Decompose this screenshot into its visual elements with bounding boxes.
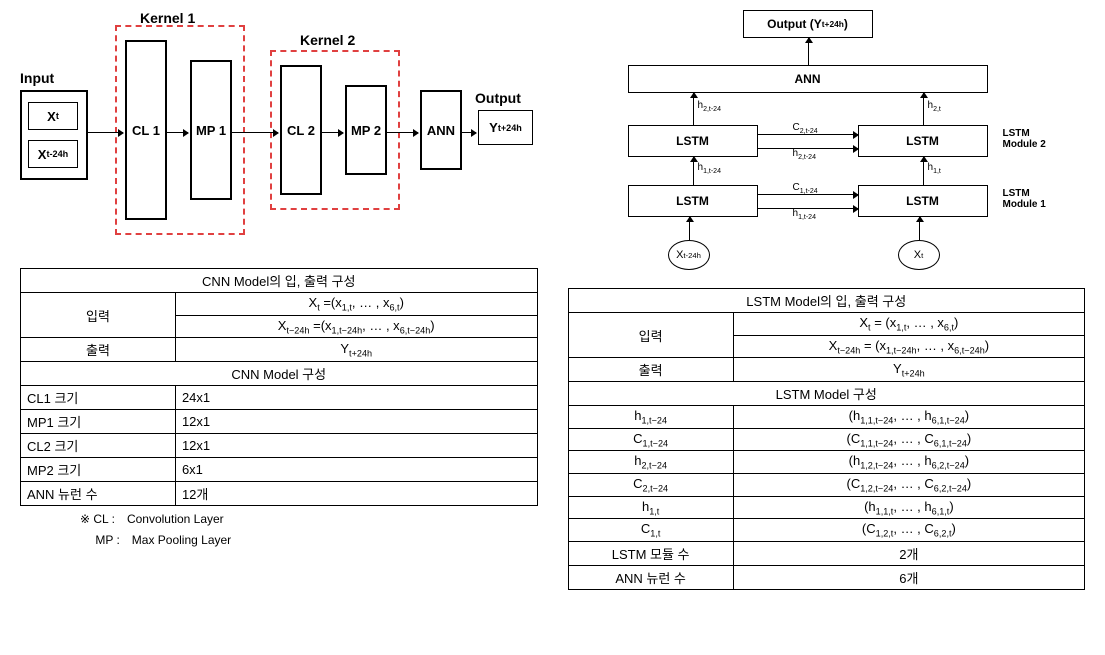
cnn-table-title1: CNN Model의 입, 출력 구성 [21,269,538,293]
table-row-label: MP2 크기 [21,458,176,482]
lstm-ann: ANN [628,65,988,93]
lstm-xt24: Xt-24h [668,240,710,270]
table-row-value: 12x1 [175,410,537,434]
table-row-value: 12x1 [175,434,537,458]
table-row-value: 6개 [733,565,1084,589]
c2t24-label: C2,t-24 [793,122,818,135]
table-row-value: (h1,1,t, … , h6,1,t) [733,496,1084,519]
table-row-label: h1,t−24 [568,406,733,429]
table-row-label: LSTM 모듈 수 [568,541,733,565]
cl1-block: CL 1 [125,40,167,220]
kernel1-label: Kernel 1 [140,10,195,26]
lstm-mod2-label: LSTMModule 2 [1003,128,1046,150]
lstm-mod1-label: LSTMModule 1 [1003,188,1046,210]
cnn-output-val: Yt+24h [175,338,537,362]
table-row-value: 24x1 [175,386,537,410]
cnn-diagram: Input Xt Xt-24h Kernel 1 CL 1 MP 1 Kerne… [20,10,538,260]
table-row-label: CL2 크기 [21,434,176,458]
cnn-table: CNN Model의 입, 출력 구성 입력Xt =(x1,t, … , x6,… [20,268,538,506]
table-row-value: (C1,2,t−24, … , C6,2,t−24) [733,473,1084,496]
table-row-label: C1,t−24 [568,428,733,451]
table-row-label: h1,t [568,496,733,519]
cnn-input-r1: Xt =(x1,t, … , x6,t) [175,293,537,316]
lstm-table: LSTM Model의 입, 출력 구성 입력Xt = (x1,t, … , x… [568,288,1086,590]
mp2-block: MP 2 [345,85,387,175]
c1t24-label: C1,t-24 [793,182,818,195]
table-row-value: 12개 [175,482,537,506]
table-row-value: (C1,1,t−24, … , C6,1,t−24) [733,428,1084,451]
table-row-value: 6x1 [175,458,537,482]
h2t-label: h2,t [928,100,941,113]
ann-block: ANN [420,90,462,170]
lstm-m2-left: LSTM [628,125,758,157]
input-label: Input [20,70,54,86]
cnn-input-label: 입력 [21,293,176,338]
table-row-label: ANN 뉴런 수 [568,565,733,589]
h1t24-mid-label: h1,t-24 [793,208,816,221]
lstm-output-val: Yt+24h [733,358,1084,382]
lstm-table-title2: LSTM Model 구성 [568,382,1085,406]
input-xt24: Xt-24h [28,140,78,168]
h2t24-label: h2,t-24 [698,100,721,113]
table-row-value: 2개 [733,541,1084,565]
lstm-xt: Xt [898,240,940,270]
table-row-label: C2,t−24 [568,473,733,496]
table-row-label: MP1 크기 [21,410,176,434]
cnn-footnote2: MP : Max Pooling Layer [20,531,538,548]
table-row-label: C1,t [568,519,733,542]
lstm-m1-right: LSTM [858,185,988,217]
output-y: Yt+24h [478,110,533,145]
kernel2-label: Kernel 2 [300,32,355,48]
lstm-output: Output (Yt+24h) [743,10,873,38]
lstm-table-title1: LSTM Model의 입, 출력 구성 [568,289,1085,313]
table-row-label: CL1 크기 [21,386,176,410]
h2t24-mid-label: h2,t-24 [793,148,816,161]
table-row-value: (C1,2,t, … , C6,2,t) [733,519,1084,542]
h1t24-label: h1,t-24 [698,162,721,175]
mp1-block: MP 1 [190,60,232,200]
cl2-block: CL 2 [280,65,322,195]
cnn-table-title2: CNN Model 구성 [21,362,538,386]
cnn-input-r2: Xt−24h =(x1,t−24h, … , x6,t−24h) [175,315,537,338]
lstm-input-r2: Xt−24h = (x1,t−24h, … , x6,t−24h) [733,335,1084,358]
table-row-value: (h1,1,t−24, … , h6,1,t−24) [733,406,1084,429]
lstm-output-label: 출력 [568,358,733,382]
output-label: Output [475,90,521,106]
cnn-output-label: 출력 [21,338,176,362]
table-row-value: (h1,2,t−24, … , h6,2,t−24) [733,451,1084,474]
cnn-footnote1: ※ CL : Convolution Layer [20,510,538,527]
lstm-input-label: 입력 [568,313,733,358]
lstm-diagram: Output (Yt+24h) ANN LSTM LSTM LSTM LSTM … [568,10,1086,280]
lstm-m2-right: LSTM [858,125,988,157]
table-row-label: h2,t−24 [568,451,733,474]
table-row-label: ANN 뉴런 수 [21,482,176,506]
lstm-input-r1: Xt = (x1,t, … , x6,t) [733,313,1084,336]
h1t-label: h1,t [928,162,941,175]
input-xt: Xt [28,102,78,130]
lstm-m1-left: LSTM [628,185,758,217]
